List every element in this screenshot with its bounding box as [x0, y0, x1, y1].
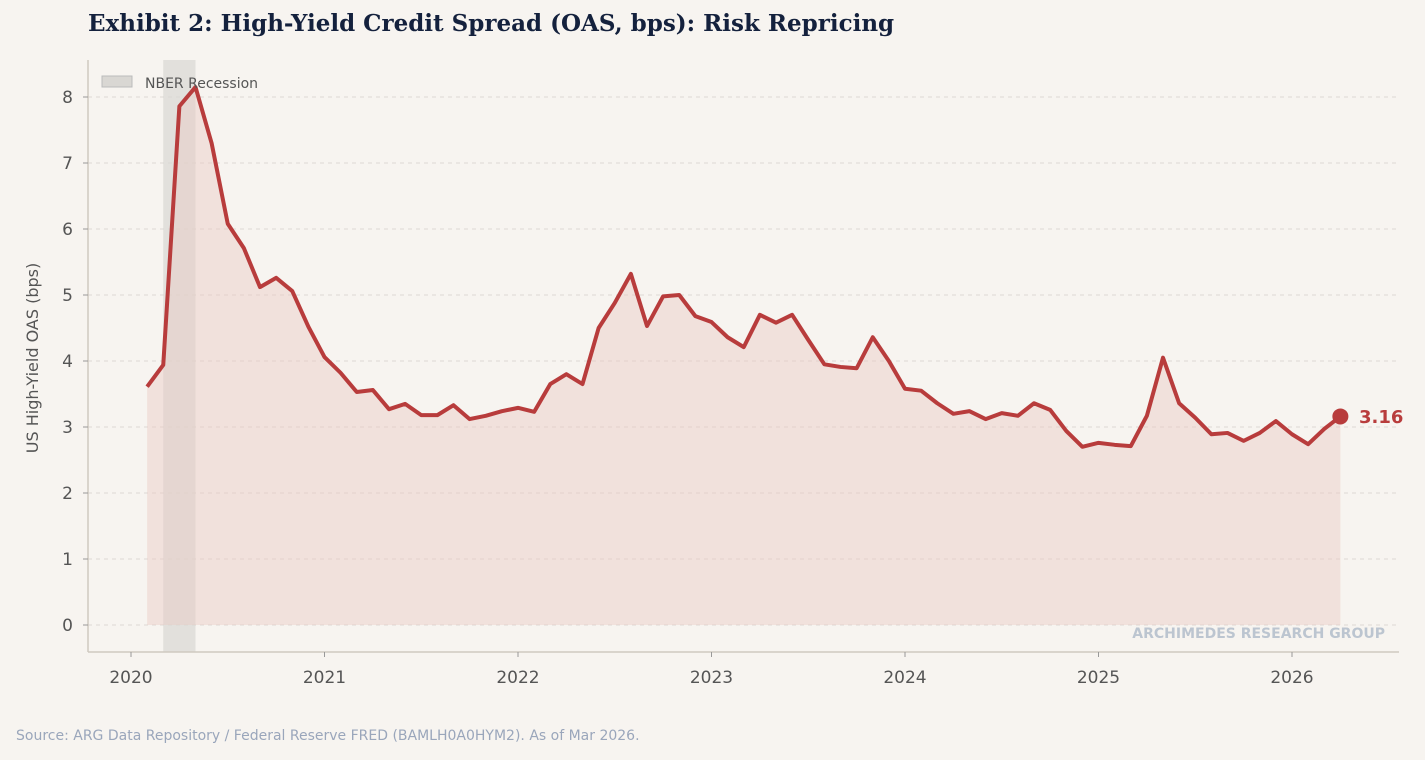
y-tick-label: 0: [62, 616, 73, 636]
source-note: Source: ARG Data Repository / Federal Re…: [16, 728, 640, 744]
legend-swatch-recession: [101, 75, 133, 88]
x-tick-label: 2025: [1077, 668, 1120, 688]
y-tick-label: 7: [62, 154, 73, 174]
recession-band: [163, 60, 196, 652]
legend-label-recession: NBER Recession: [145, 76, 258, 92]
x-tick-label: 2023: [690, 668, 733, 688]
watermark: ARCHIMEDES RESEARCH GROUP: [1132, 626, 1385, 642]
y-tick-label: 1: [62, 550, 73, 570]
x-tick-label: 2024: [883, 668, 926, 688]
chart-title: Exhibit 2: High-Yield Credit Spread (OAS…: [88, 10, 895, 37]
x-tick-label: 2026: [1270, 668, 1313, 688]
y-axis-label: US High-Yield OAS (bps): [23, 263, 42, 453]
y-tick-label: 6: [62, 220, 73, 240]
x-tick-label: 2022: [496, 668, 539, 688]
x-tick-label: 2020: [109, 668, 152, 688]
y-tick-label: 4: [62, 352, 73, 372]
x-tick-label: 2021: [303, 668, 346, 688]
y-tick-label: 8: [62, 88, 73, 108]
last-value-label: 3.16: [1359, 407, 1403, 428]
y-tick-label: 2: [62, 484, 73, 504]
area-fill: [147, 87, 1341, 626]
last-value-marker: [1332, 408, 1349, 425]
y-tick-label: 3: [62, 418, 73, 438]
y-tick-label: 5: [62, 286, 73, 306]
